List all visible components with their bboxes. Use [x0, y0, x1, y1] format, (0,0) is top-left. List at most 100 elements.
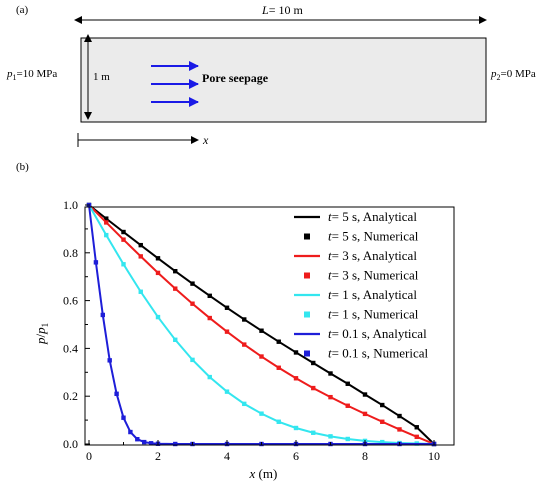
series-point-numerical	[155, 314, 161, 320]
series-point-numerical	[276, 365, 281, 370]
series-point-numerical	[173, 286, 178, 291]
series-point-numerical	[224, 329, 230, 334]
series-point-numerical	[328, 371, 333, 376]
series-point-numerical	[276, 419, 281, 424]
series-point-numerical	[121, 415, 126, 420]
series-point-numerical	[207, 293, 212, 299]
y-tick-label: 0.2	[63, 389, 78, 403]
series-point-numerical	[380, 439, 385, 445]
legend-entry-analytical: t= 0.1 s, Analytical	[328, 326, 427, 341]
series-point-numerical	[190, 301, 195, 306]
y-axis-title: p/p1	[33, 323, 50, 345]
panel-a-schematic: L= 10 m 1 m p1=10 MPa p2=0 MPa Pore seep…	[6, 3, 536, 147]
series-point-numerical	[138, 242, 143, 248]
series-line-analytical	[88, 204, 434, 445]
series-point-numerical	[173, 269, 178, 274]
legend-entry-numerical: t= 3 s, Numerical	[328, 268, 419, 283]
series-point-numerical	[173, 441, 178, 447]
series-point-numerical	[397, 413, 402, 419]
series-point-numerical	[121, 262, 126, 267]
series-point-numerical	[242, 317, 247, 322]
series-point-numerical	[345, 403, 350, 408]
plot-frame	[84, 206, 455, 446]
x-axis-title: x (m)	[249, 466, 278, 481]
series-point-numerical	[142, 439, 147, 445]
series-point-numerical	[328, 434, 333, 439]
panel-a-label: (a)	[16, 4, 29, 16]
y-tick-label: 0.4	[63, 341, 78, 355]
series-point-numerical	[104, 232, 109, 238]
x-tick-label: 6	[293, 449, 299, 463]
series-point-numerical	[135, 437, 140, 442]
series-point-numerical	[242, 342, 247, 347]
series-point-numerical	[293, 376, 299, 381]
series-point-numerical	[293, 350, 299, 355]
legend-entry-numerical: t= 1 s, Numerical	[328, 307, 419, 322]
series-point-numerical	[259, 411, 264, 416]
series-point-numerical	[138, 254, 143, 259]
x-tick-label: 2	[155, 449, 161, 463]
series-point-numerical	[311, 430, 316, 435]
series-point-numerical	[224, 305, 230, 310]
p2-label: p2=0 MPa	[490, 68, 536, 82]
series-point-numerical	[104, 216, 109, 221]
p1-label: p1=10 MPa	[6, 68, 57, 82]
series-point-numerical	[380, 402, 385, 408]
series-point-numerical	[104, 220, 109, 225]
x-axis-label: x	[202, 133, 209, 147]
seepage-label: Pore seepage	[202, 71, 269, 85]
legend-entry-analytical: t= 3 s, Analytical	[328, 248, 417, 263]
series-point-numerical	[311, 360, 316, 366]
y-tick-label: 0.6	[63, 294, 78, 308]
pressure-profile-chart: 0 2 4 6 8 10 0.0 0.2 0.4 0.6 0.8 1.0 t= 5 s, Analyt…	[33, 198, 455, 481]
series-point-numerical	[128, 429, 133, 435]
series-point-numerical	[311, 385, 316, 391]
length-label: L= 10 m	[261, 3, 303, 17]
series-point-numerical	[414, 425, 419, 430]
series-point-numerical	[190, 281, 195, 286]
series-point-numerical	[190, 357, 195, 363]
series-point-numerical	[242, 401, 247, 407]
domain-rectangle	[80, 37, 487, 123]
x-tick-label: 8	[362, 449, 368, 463]
series-point-numerical	[293, 425, 299, 431]
series-point-numerical	[380, 419, 385, 424]
series-point-numerical	[155, 270, 161, 276]
series-point-numerical	[121, 237, 126, 242]
series-point-numerical	[224, 389, 230, 394]
series-point-numerical	[114, 391, 119, 397]
series-point-numerical	[259, 354, 264, 359]
legend-marker-swatch	[304, 233, 310, 240]
legend-entry-numerical: t= 0.1 s, Numerical	[328, 346, 429, 361]
series-point-numerical	[148, 441, 154, 446]
series-point-numerical	[93, 260, 99, 265]
legend-marker-swatch	[304, 350, 310, 357]
series-point-numerical	[328, 394, 333, 400]
series-point-numerical	[345, 381, 350, 386]
series-point-numerical	[362, 411, 368, 417]
series-point-numerical	[173, 337, 178, 342]
series-point-numerical	[138, 289, 143, 294]
x-tick-label: 0	[86, 449, 92, 463]
legend-entry-analytical: t= 1 s, Analytical	[328, 287, 417, 302]
series-point-numerical	[100, 312, 105, 318]
series-point-numerical	[107, 358, 112, 363]
series-point-numerical	[259, 328, 264, 333]
series-point-numerical	[207, 315, 212, 321]
series-point-numerical	[155, 256, 161, 261]
series-point-numerical	[362, 392, 368, 397]
height-label: 1 m	[93, 71, 110, 83]
y-tick-label: 0.0	[63, 437, 78, 451]
legend-marker-swatch	[304, 311, 310, 318]
legend-marker-swatch	[304, 272, 310, 279]
legend-entry-analytical: t= 5 s, Analytical	[328, 209, 417, 224]
series-point-numerical	[121, 229, 126, 235]
series-point-numerical	[207, 374, 212, 380]
legend-entry-numerical: t= 5 s, Numerical	[328, 229, 419, 244]
x-tick-label: 10	[428, 449, 440, 463]
panel-b-label: (b)	[16, 161, 29, 173]
series-point-numerical	[345, 436, 350, 442]
y-tick-label: 0.8	[63, 246, 78, 260]
x-tick-label: 4	[224, 449, 230, 463]
series-point-numerical	[414, 434, 419, 440]
